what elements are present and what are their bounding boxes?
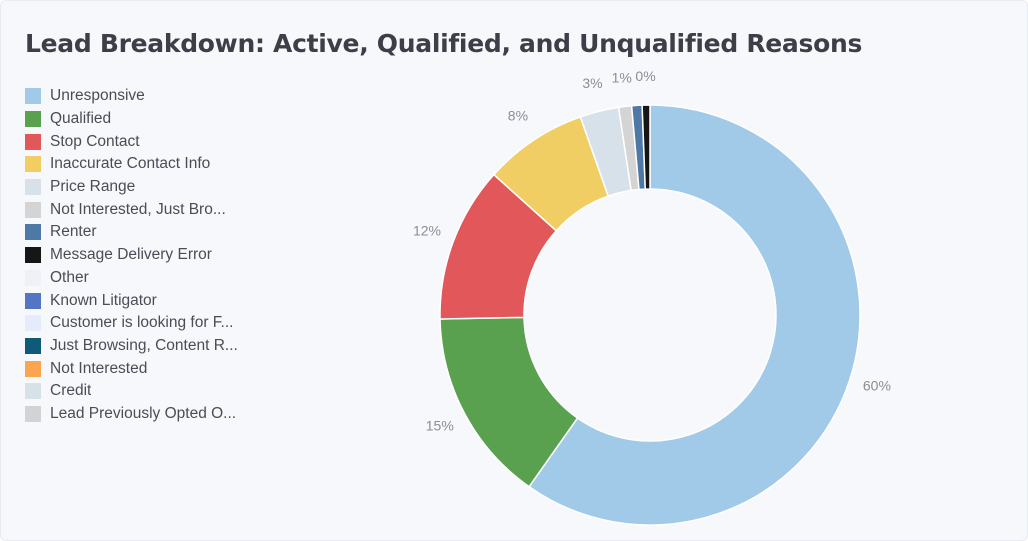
legend-item[interactable]: Price Range xyxy=(25,176,275,199)
donut-chart: 60% 15% 12% 8% 3% 1% 0% xyxy=(413,71,891,526)
legend-item[interactable]: Customer is looking for F... xyxy=(25,312,275,335)
legend-label: Credit xyxy=(50,382,92,400)
legend-label: Message Delivery Error xyxy=(50,246,212,264)
legend-label: Renter xyxy=(50,223,97,241)
legend-swatch xyxy=(25,111,41,128)
legend-item[interactable]: Renter xyxy=(25,221,275,244)
legend-label: Customer is looking for F... xyxy=(50,314,234,332)
legend-label: Inaccurate Contact Info xyxy=(50,155,211,173)
legend-item[interactable]: Unresponsive xyxy=(25,85,275,108)
legend-swatch xyxy=(25,247,41,264)
legend-label: Qualified xyxy=(50,110,112,128)
legend-swatch xyxy=(25,179,41,196)
legend-swatch xyxy=(25,201,41,218)
legend-item[interactable]: Message Delivery Error xyxy=(25,244,275,267)
legend-swatch xyxy=(25,315,41,332)
legend-label: Unresponsive xyxy=(50,87,145,105)
donut-slice[interactable] xyxy=(528,104,861,526)
slice-data-label: 8% xyxy=(508,108,528,124)
legend-item[interactable]: Not Interested, Just Bro... xyxy=(25,198,275,221)
slice-data-label: 1% xyxy=(612,71,632,85)
legend-swatch xyxy=(25,292,41,309)
slice-data-label: 15% xyxy=(426,417,454,433)
slice-data-label: 12% xyxy=(413,223,441,239)
legend-label: Not Interested, Just Bro... xyxy=(50,200,226,218)
legend-swatch xyxy=(25,133,41,150)
legend-item[interactable]: Just Browsing, Content R... xyxy=(25,335,275,358)
legend-swatch xyxy=(25,360,41,377)
legend-item[interactable]: Known Litigator xyxy=(25,289,275,312)
legend-item[interactable]: Credit xyxy=(25,380,275,403)
slice-data-label: 3% xyxy=(582,75,602,91)
legend-swatch xyxy=(25,337,41,354)
legend-item[interactable]: Qualified xyxy=(25,108,275,131)
legend-item[interactable]: Stop Contact xyxy=(25,130,275,153)
donut-slice[interactable] xyxy=(641,104,651,190)
legend-swatch xyxy=(25,88,41,105)
legend-swatch xyxy=(25,405,41,422)
legend-swatch xyxy=(25,269,41,286)
legend-label: Just Browsing, Content R... xyxy=(50,336,238,354)
legend-label: Stop Contact xyxy=(50,132,140,150)
legend-swatch xyxy=(25,383,41,400)
legend-label: Not Interested xyxy=(50,359,148,377)
legend-item[interactable]: Inaccurate Contact Info xyxy=(25,153,275,176)
legend-item[interactable]: Other xyxy=(25,267,275,290)
legend-swatch xyxy=(25,224,41,241)
legend-label: Known Litigator xyxy=(50,291,157,309)
legend-label: Lead Previously Opted O... xyxy=(50,404,237,422)
legend-item[interactable]: Not Interested xyxy=(25,357,275,380)
legend-label: Price Range xyxy=(50,178,136,196)
slice-data-label: 60% xyxy=(863,378,891,394)
legend-swatch xyxy=(25,156,41,173)
slice-data-label: 0% xyxy=(635,71,655,84)
legend-item[interactable]: Lead Previously Opted O... xyxy=(25,403,275,426)
legend-label: Other xyxy=(50,268,89,286)
chart-title: Lead Breakdown: Active, Qualified, and U… xyxy=(25,29,863,58)
chart-legend: Unresponsive Qualified Stop Contact Inaccur… xyxy=(25,85,275,425)
